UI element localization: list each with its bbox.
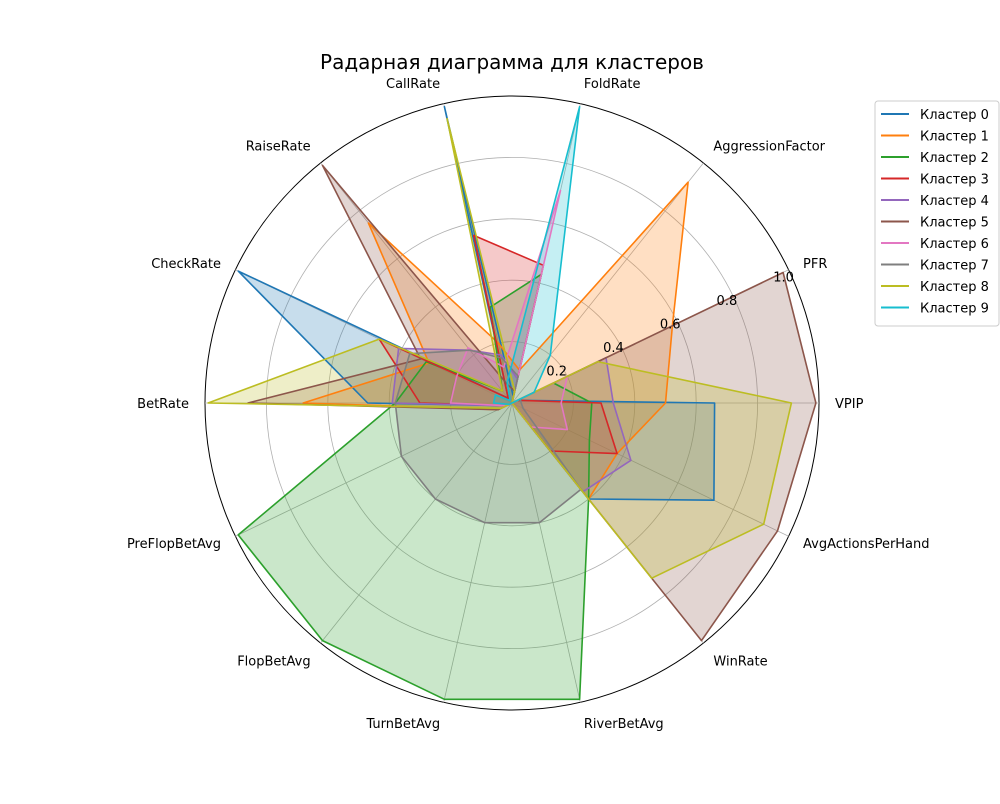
radial-tick-label: 0.8 — [717, 294, 738, 309]
legend-label-7: Кластер 7 — [920, 259, 989, 274]
radar-spoke-avgactionsperhand — [511, 402, 789, 537]
radar-spoke-flopbetavg — [320, 402, 513, 644]
radar-spoke-preflopbetavg — [235, 402, 513, 537]
radar-series-group — [207, 105, 817, 701]
legend-label-8: Кластер 8 — [920, 280, 989, 295]
legend-label-4: Кластер 4 — [920, 194, 989, 209]
series-fill-1 — [303, 182, 689, 499]
legend: Кластер 0 Кластер 1 Кластер 2 Кластер 3 Клас… — [874, 100, 1000, 327]
radial-tick-label: 1.0 — [773, 271, 794, 286]
radar-spoke-turnbetavg — [443, 402, 513, 703]
category-label-aggressionfactor: AggressionFactor — [713, 140, 825, 155]
radial-tick-label: 0.6 — [660, 318, 681, 333]
category-label-vpip: VPIP — [835, 397, 864, 412]
radar-spoke-raiserate — [320, 162, 513, 404]
series-fill-8 — [208, 118, 792, 579]
category-labels: VPIP PFR AggressionFactor FoldRate CallRate R… — [127, 77, 930, 732]
series-fill-4 — [392, 348, 631, 492]
category-label-foldrate: FoldRate — [584, 77, 641, 92]
radial-tick-label: 0.2 — [546, 365, 567, 380]
series-fill-6 — [450, 190, 568, 430]
category-label-riverbetavg: RiverBetAvg — [584, 717, 664, 732]
series-fill-3 — [379, 235, 618, 454]
chart-title: Радарная диаграмма для кластеров — [320, 50, 704, 74]
legend-label-1: Кластер 1 — [920, 130, 989, 145]
radial-tick-labels: 0.2 0.4 0.6 0.8 1.0 — [546, 271, 794, 380]
category-label-preflopbetavg: PreFlopBetAvg — [127, 537, 221, 552]
series-line-9 — [492, 105, 581, 406]
category-label-winrate: WinRate — [713, 655, 767, 670]
legend-label-5: Кластер 5 — [920, 216, 989, 231]
series-fill-7 — [395, 350, 581, 523]
category-label-flopbetavg: FlopBetAvg — [237, 655, 310, 670]
category-label-turnbetavg: TurnBetAvg — [365, 717, 440, 732]
category-label-avgactionsperhand: AvgActionsPerHand — [803, 537, 930, 552]
series-fill-9 — [493, 106, 580, 405]
category-label-checkrate: CheckRate — [151, 257, 221, 272]
legend-label-2: Кластер 2 — [920, 151, 989, 166]
series-fill-5 — [248, 165, 816, 641]
legend-label-6: Кластер 6 — [920, 237, 989, 252]
legend-label-3: Кластер 3 — [920, 173, 989, 188]
category-label-betrate: BetRate — [137, 397, 189, 412]
legend-label-9: Кластер 9 — [920, 302, 989, 317]
radar-spoke-riverbetavg — [511, 402, 581, 703]
category-label-callrate: CallRate — [386, 77, 440, 92]
category-label-raiserate: RaiseRate — [246, 140, 311, 155]
category-label-pfr: PFR — [803, 257, 827, 272]
radial-tick-label: 0.4 — [603, 341, 624, 356]
legend-label-0: Кластер 0 — [920, 108, 989, 123]
radar-spoke-aggressionfactor — [511, 162, 704, 404]
